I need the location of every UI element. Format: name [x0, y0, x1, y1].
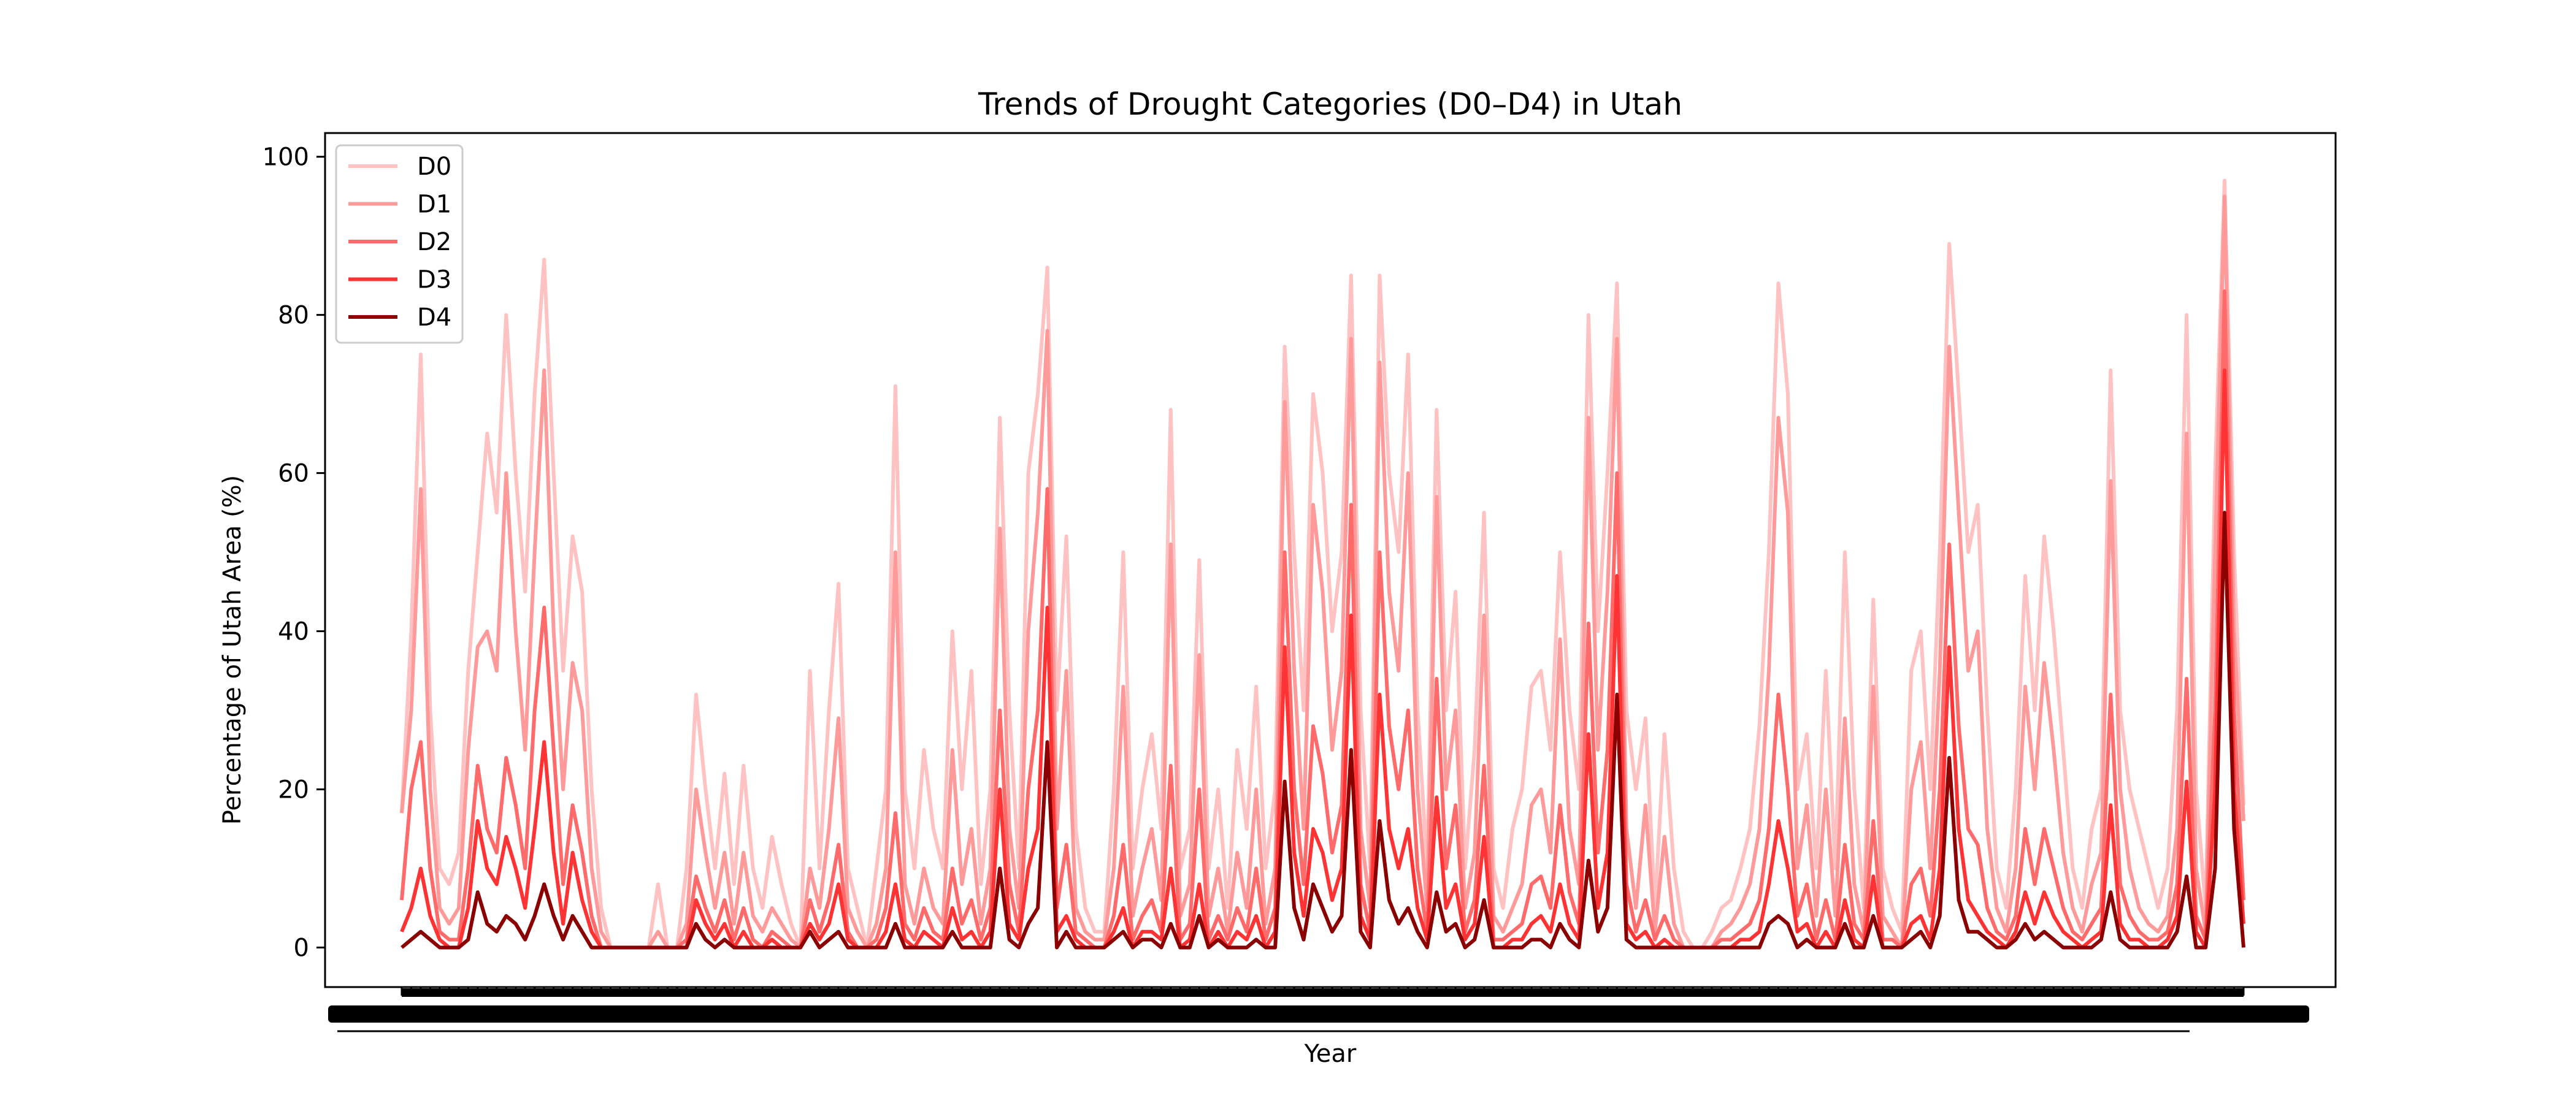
plot-area: 0 20 40 60 80 100 [263, 132, 2337, 1032]
chart-title: Trends of Drought Categories (D0–D4) in … [978, 86, 1682, 122]
y-tick-label-100: 100 [263, 143, 309, 172]
x-tick-band [402, 988, 2244, 997]
legend-label-d3: D3 [417, 266, 451, 294]
x-tick-label-band [328, 1005, 2309, 1023]
legend-label-d0: D0 [417, 153, 451, 181]
series-line-d0 [400, 178, 2245, 950]
series-line-d3 [400, 368, 2245, 950]
plot-frame [324, 132, 2337, 988]
series-line-d4 [401, 511, 2245, 950]
legend-label-d2: D2 [417, 228, 451, 256]
y-tick-label-0: 0 [294, 934, 309, 963]
y-tick-label-40: 40 [278, 618, 309, 646]
y-tick-label-80: 80 [278, 302, 309, 330]
series-line-d2 [400, 289, 2245, 950]
series-line-d1 [400, 194, 2245, 950]
x-axis-label: Year [1304, 1040, 1357, 1068]
y-tick-label-60: 60 [278, 460, 309, 488]
legend-label-d4: D4 [417, 303, 451, 332]
y-axis-label: Percentage of Utah Area (%) [218, 475, 247, 825]
legend: D0 D1 D2 D3 D4 [335, 144, 464, 344]
legend-box [335, 144, 464, 344]
y-tick-label-20: 20 [278, 776, 309, 804]
legend-label-d1: D1 [417, 191, 451, 219]
